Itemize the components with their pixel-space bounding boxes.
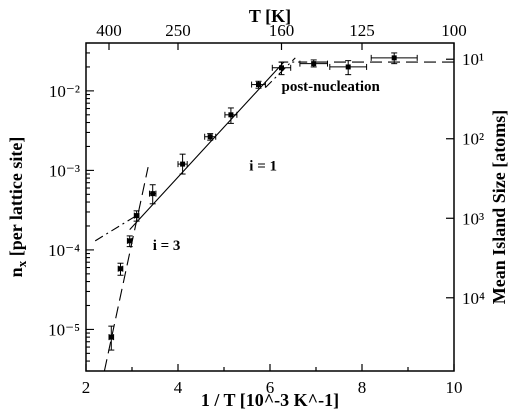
right-axis-label: Mean Island Size [atoms] bbox=[489, 110, 509, 305]
data-point bbox=[311, 61, 317, 67]
bottom-axis-label: 1 / T [10^-3 K^-1] bbox=[201, 390, 339, 410]
left-axis-label: nx [per lattice site] bbox=[6, 137, 29, 278]
x-tick-label: 4 bbox=[174, 378, 183, 397]
y-tick-label: 10⁻³ bbox=[49, 161, 80, 180]
annotations: post-nucleation i = 1 i = 3 bbox=[153, 79, 381, 254]
fit-lines bbox=[94, 57, 454, 372]
data-point bbox=[345, 64, 351, 70]
fit-line bbox=[94, 216, 135, 242]
top-tick-label: 160 bbox=[269, 21, 295, 40]
annotation-label: post-nucleation bbox=[282, 79, 381, 95]
plot-frame bbox=[85, 42, 455, 372]
x-tick-label: 8 bbox=[358, 378, 367, 397]
data-point bbox=[127, 238, 133, 244]
top-axis-label: T [K] bbox=[249, 6, 291, 26]
data-point bbox=[108, 334, 114, 340]
annotation-label: i = 1 bbox=[249, 158, 277, 174]
data-points bbox=[108, 52, 418, 351]
data-point bbox=[228, 112, 234, 118]
data-point bbox=[256, 82, 261, 88]
y-tick-label: 10⁻² bbox=[49, 82, 80, 101]
data-point bbox=[279, 65, 284, 71]
top-tick-label: 250 bbox=[165, 21, 191, 40]
top-tick-label: 400 bbox=[96, 21, 122, 40]
x-tick-label: 10 bbox=[446, 378, 463, 397]
data-point bbox=[150, 191, 156, 197]
fit-line bbox=[265, 57, 296, 88]
x-tick-label: 6 bbox=[266, 378, 275, 397]
top-tick-label: 100 bbox=[441, 21, 467, 40]
axis-ticks: 2 4 6 8 10 400 250 160 125 100 10⁻⁵ 10⁻⁴ 10⁻³ 10⁻² 10¹… bbox=[48, 21, 485, 397]
data-point bbox=[207, 134, 213, 140]
right-tick-label: 10² bbox=[462, 130, 484, 149]
y-tick-label: 10⁻⁵ bbox=[48, 320, 80, 339]
y-tick-label: 10⁻⁴ bbox=[48, 241, 80, 260]
annotation-label: i = 3 bbox=[153, 238, 181, 254]
fit-line bbox=[129, 61, 285, 230]
right-tick-label: 10¹ bbox=[462, 50, 484, 69]
right-tick-label: 10³ bbox=[462, 209, 484, 228]
data-point bbox=[118, 266, 123, 272]
top-tick-label: 125 bbox=[349, 21, 375, 40]
fit-line bbox=[103, 166, 149, 372]
data-point bbox=[391, 55, 397, 61]
data-point bbox=[180, 161, 186, 167]
right-tick-label: 10⁴ bbox=[462, 289, 485, 308]
data-point bbox=[134, 213, 140, 219]
x-tick-label: 2 bbox=[82, 378, 91, 397]
